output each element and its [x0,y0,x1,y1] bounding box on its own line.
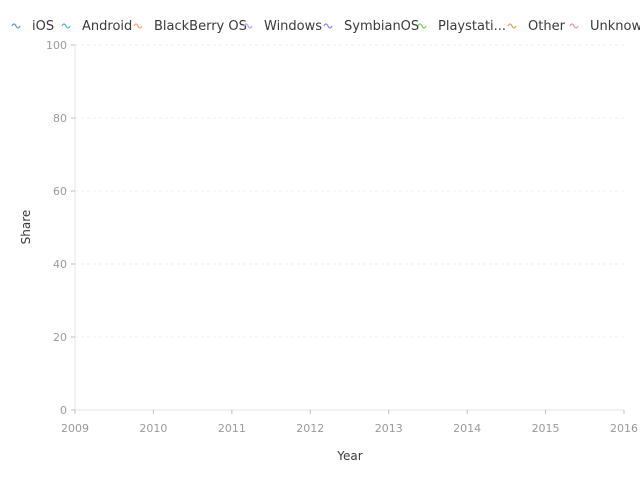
x-tick-label: 2014 [453,422,481,435]
x-tick-label: 2013 [375,422,403,435]
legend-swatch-icon [417,23,427,29]
legend-label: BlackBerry OS [154,19,247,34]
legend-label: SymbianOS [344,19,419,34]
y-tick-label: 0 [60,404,67,417]
legend-label: Android [82,19,132,34]
legend-label: Unknown [590,19,640,34]
y-tick-label: 40 [53,258,67,271]
x-tick-label: 2015 [532,422,560,435]
legend-swatch-icon [507,23,517,29]
legend-label: Playstati... [438,19,506,34]
x-tick-label: 2016 [610,422,638,435]
legend-swatch-icon [61,23,71,29]
legend-item: Playstati... [417,19,506,34]
x-axis-title: Year [336,449,362,463]
y-tick-label: 20 [53,331,67,344]
legend-item: iOS [11,19,54,34]
x-tick-label: 2012 [296,422,324,435]
legend-item: Windows [243,19,322,34]
y-tick-label: 60 [53,185,67,198]
legend-item: Android [61,19,132,34]
gridlines [75,44,624,338]
legend-item: Other [507,19,566,34]
y-axis-ticks: 0 20 40 60 80 100 [46,39,75,417]
x-axis-ticks: 2009 2010 2011 2012 2013 2014 2015 2016 [61,410,638,435]
legend-label: Windows [264,19,322,34]
legend-swatch-icon [133,23,143,29]
x-tick-label: 2009 [61,422,89,435]
x-tick-label: 2011 [218,422,246,435]
legend-swatch-icon [243,23,253,29]
legend-label: iOS [32,19,54,34]
legend-label: Other [528,19,566,34]
chart-legend: iOS Android BlackBerry OS Windows SymbianOS P… [11,19,640,34]
legend-swatch-icon [11,23,21,29]
y-axis-title: Share [19,210,33,245]
legend-item: BlackBerry OS [133,19,247,34]
legend-swatch-icon [323,23,333,29]
legend-item: Unknown [569,19,640,34]
y-tick-label: 80 [53,112,67,125]
legend-item: SymbianOS [323,19,419,34]
legend-swatch-icon [569,23,579,29]
chart-axes [74,45,624,411]
y-tick-label: 100 [46,39,67,52]
x-tick-label: 2010 [139,422,167,435]
